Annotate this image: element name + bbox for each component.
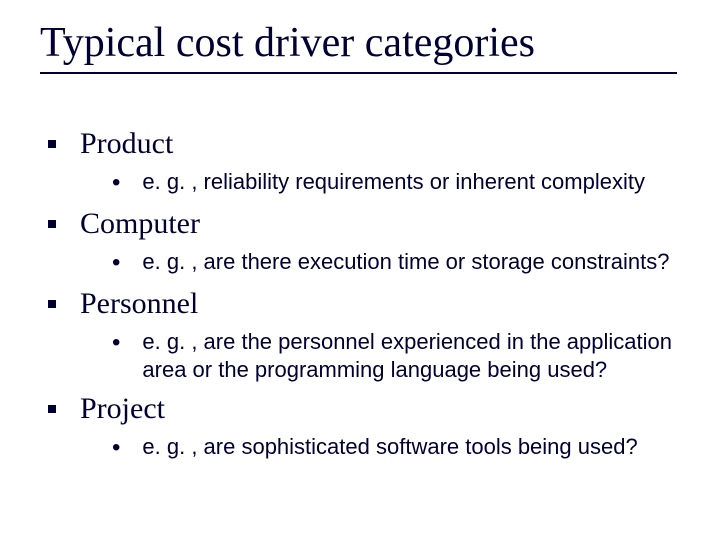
dot-bullet-icon: •	[112, 168, 120, 198]
list-item: Product	[48, 126, 677, 162]
sub-list-item-text: e. g. , reliability requirements or inhe…	[142, 168, 645, 196]
sub-list-item-text: e. g. , are there execution time or stor…	[142, 248, 669, 276]
dot-bullet-icon: •	[112, 328, 120, 358]
square-bullet-icon	[48, 405, 56, 413]
list-item-label: Personnel	[80, 286, 198, 322]
sub-list-item: • e. g. , are there execution time or st…	[112, 248, 677, 278]
dot-bullet-icon: •	[112, 248, 120, 278]
sub-list-item-text: e. g. , are the personnel experienced in…	[142, 328, 677, 383]
list-item-label: Project	[80, 391, 165, 427]
list-item: Personnel	[48, 286, 677, 322]
sub-list-item: • e. g. , are the personnel experienced …	[112, 328, 677, 383]
sub-list-item: • e. g. , are sophisticated software too…	[112, 433, 677, 463]
square-bullet-icon	[48, 300, 56, 308]
sub-list-item: • e. g. , reliability requirements or in…	[112, 168, 677, 198]
list-item-label: Computer	[80, 206, 200, 242]
square-bullet-icon	[48, 220, 56, 228]
list-item: Computer	[48, 206, 677, 242]
dot-bullet-icon: •	[112, 433, 120, 463]
list-item: Project	[48, 391, 677, 427]
slide-title: Typical cost driver categories	[40, 20, 677, 74]
slide-content: Product • e. g. , reliability requiremen…	[40, 126, 677, 463]
slide: Typical cost driver categories Product •…	[0, 0, 717, 538]
square-bullet-icon	[48, 140, 56, 148]
list-item-label: Product	[80, 126, 173, 162]
sub-list-item-text: e. g. , are sophisticated software tools…	[142, 433, 637, 461]
